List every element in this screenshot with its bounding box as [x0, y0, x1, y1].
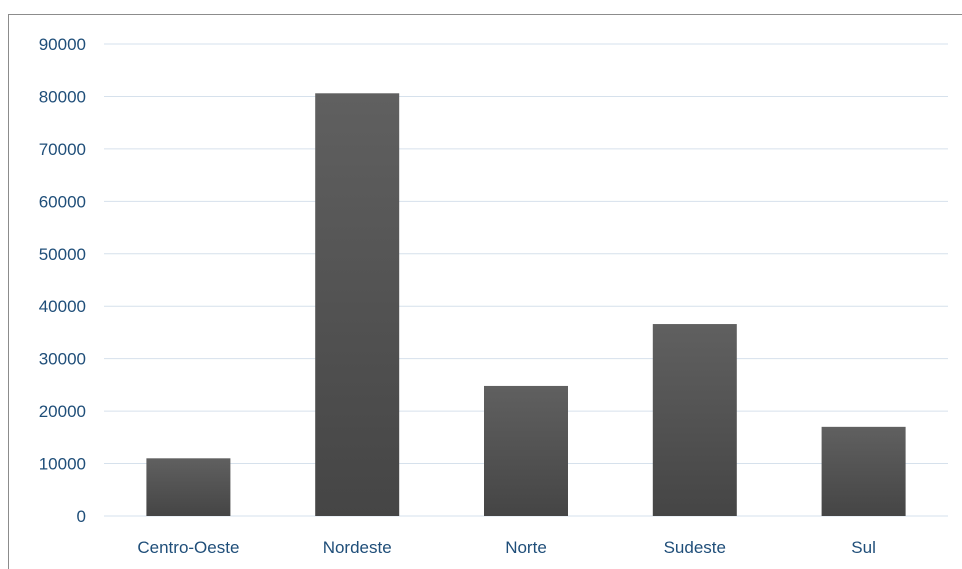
y-tick-label: 40000 [39, 297, 86, 316]
bars [146, 93, 906, 516]
bar-sudeste [652, 324, 737, 516]
x-category-label: Sudeste [664, 538, 726, 557]
x-category-label: Nordeste [323, 538, 392, 557]
bar-norte [484, 385, 568, 516]
y-tick-label: 90000 [39, 35, 86, 54]
x-category-label: Centro-Oeste [137, 538, 239, 557]
x-category-label: Sul [851, 538, 876, 557]
x-category-label: Norte [505, 538, 547, 557]
y-tick-label: 60000 [39, 192, 86, 211]
bar-sul [821, 426, 906, 516]
y-tick-label: 70000 [39, 140, 86, 159]
y-tick-label: 80000 [39, 87, 86, 106]
y-tick-label: 10000 [39, 455, 86, 474]
bar-nordeste [315, 93, 400, 516]
y-tick-label: 50000 [39, 245, 86, 264]
y-tick-label: 20000 [39, 402, 86, 421]
x-axis-categories: Centro-Oeste Nordeste Norte Sudeste Sul [137, 538, 876, 557]
y-tick-label: 0 [77, 507, 86, 526]
y-tick-label: 30000 [39, 350, 86, 369]
y-axis-ticks: 0 10000 20000 30000 40000 50000 60000 70000 8000… [39, 35, 86, 526]
bar-centro-oeste [146, 458, 231, 516]
